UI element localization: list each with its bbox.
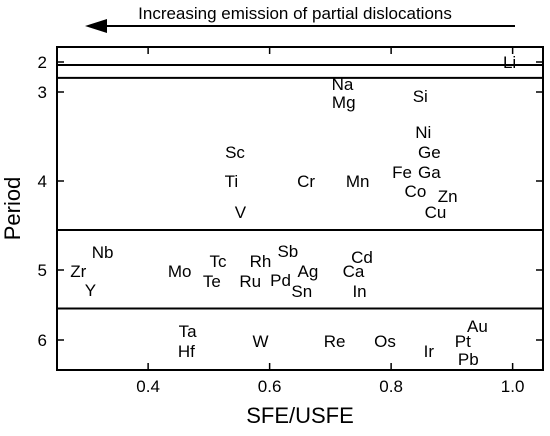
x-axis-label: SFE/USFE <box>246 403 354 428</box>
element-label-y: Y <box>85 281 96 300</box>
element-label-pt: Pt <box>455 332 471 351</box>
element-label-cd: Cd <box>351 248 373 267</box>
element-label-ta: Ta <box>179 322 198 341</box>
element-label-sb: Sb <box>277 242 298 261</box>
x-tick-label: 0.6 <box>258 377 282 396</box>
element-label-si: Si <box>413 87 428 106</box>
y-tick-label: 4 <box>38 172 47 191</box>
element-label-ti: Ti <box>225 172 239 191</box>
element-label-ni: Ni <box>415 123 431 142</box>
y-tick-label: 3 <box>38 83 47 102</box>
element-label-ag: Ag <box>297 262 318 281</box>
y-tick-label: 2 <box>38 53 47 72</box>
period-bands <box>57 64 543 310</box>
element-label-te: Te <box>203 272 221 291</box>
element-label-mg: Mg <box>332 93 356 112</box>
y-tick-label: 6 <box>38 331 47 350</box>
element-label-tc: Tc <box>209 252 227 271</box>
element-label-pd: Pd <box>270 271 291 290</box>
element-label-in: In <box>352 282 366 301</box>
element-label-ru: Ru <box>239 272 261 291</box>
element-label-re: Re <box>324 332 346 351</box>
element-label-cu: Cu <box>425 203 447 222</box>
x-tick-label: 0.4 <box>136 377 160 396</box>
element-label-sc: Sc <box>225 143 245 162</box>
banner-arrowhead <box>85 19 107 33</box>
element-label-li: Li <box>503 53 516 72</box>
element-label-w: W <box>252 332 268 351</box>
y-tick-label: 5 <box>38 261 47 280</box>
x-tick-label: 0.8 <box>379 377 403 396</box>
element-label-mn: Mn <box>346 172 370 191</box>
y-axis-label: Period <box>0 177 25 241</box>
element-label-os: Os <box>374 332 396 351</box>
element-label-fe: Fe <box>392 163 412 182</box>
plot-border <box>56 46 544 371</box>
element-label-zn: Zn <box>438 187 458 206</box>
element-label-zr: Zr <box>70 262 86 281</box>
element-label-ir: Ir <box>424 342 435 361</box>
element-label-mo: Mo <box>168 262 192 281</box>
element-label-au: Au <box>467 317 488 336</box>
element-label-ge: Ge <box>418 143 441 162</box>
axis-ticks: 0.4 0.6 0.8 1.0 2 3 4 5 6 <box>38 47 543 396</box>
element-label-v: V <box>235 203 247 222</box>
element-label-pb: Pb <box>458 350 479 369</box>
element-label-cr: Cr <box>297 172 315 191</box>
banner-text: Increasing emission of partial dislocati… <box>138 4 452 23</box>
element-label-nb: Nb <box>92 243 114 262</box>
element-label-sn: Sn <box>291 282 312 301</box>
plot-frame <box>56 46 544 371</box>
element-label-co: Co <box>405 182 427 201</box>
banner <box>85 19 515 33</box>
element-label-rh: Rh <box>250 252 272 271</box>
element-label-ca: Ca <box>343 262 365 281</box>
element-label-ga: Ga <box>418 163 441 182</box>
element-label-na: Na <box>332 75 354 94</box>
element-label-hf: Hf <box>178 342 195 361</box>
x-tick-label: 1.0 <box>501 377 525 396</box>
